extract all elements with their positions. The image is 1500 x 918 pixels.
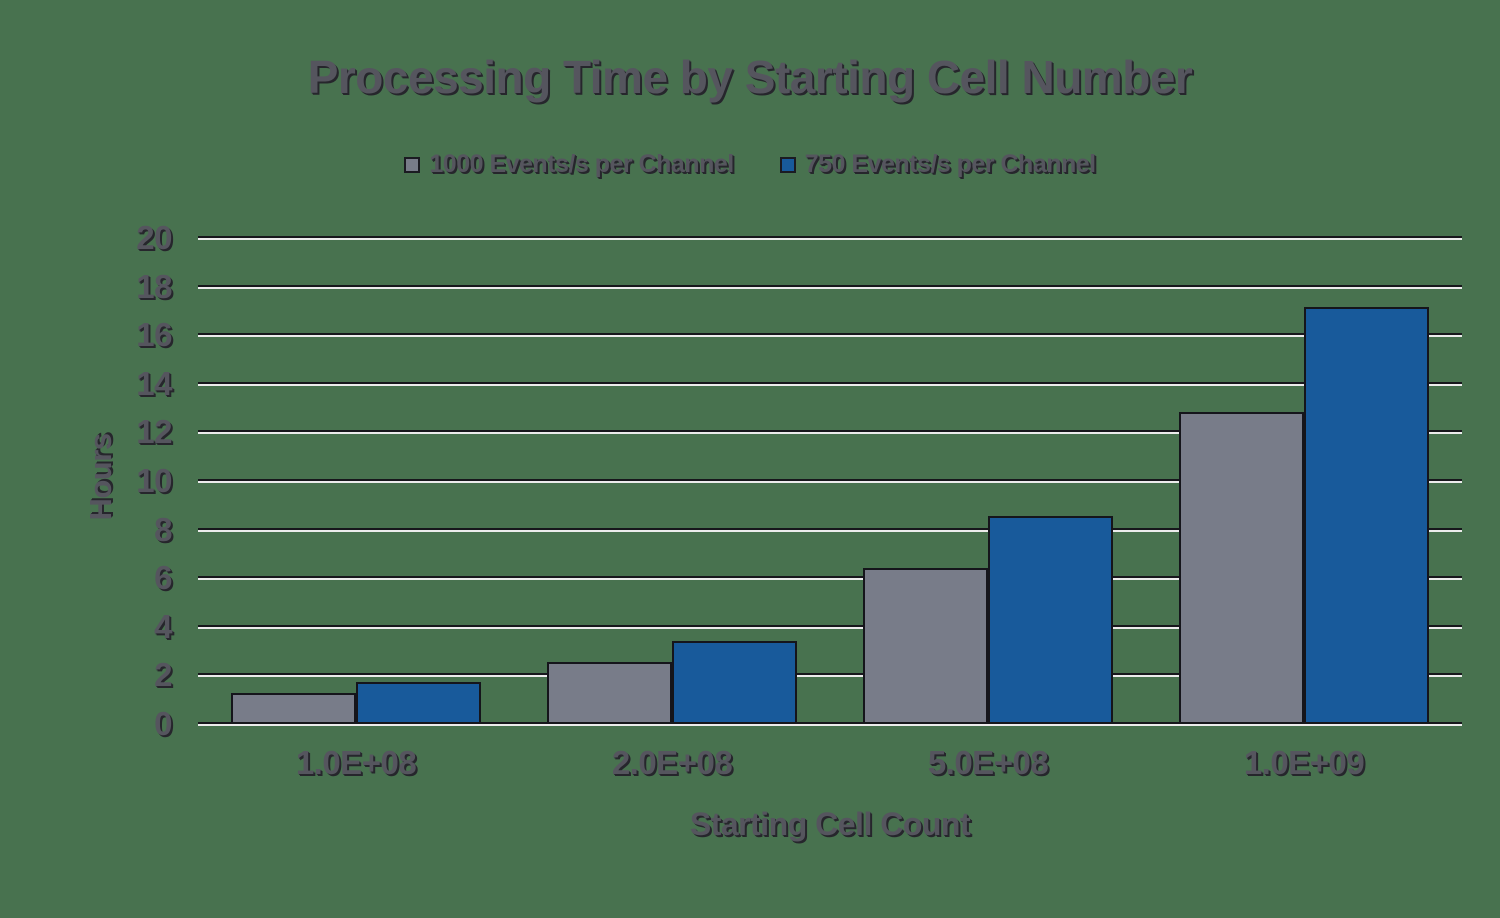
y-tick-label: 0 [154,705,172,742]
plot-area [198,236,1462,726]
chart-title: Processing Time by Starting Cell Number [307,51,1193,103]
x-axis-line [198,722,1462,726]
gridline [198,381,1462,386]
chart-bar [1179,411,1304,724]
chart-bar [356,682,481,724]
gridline [198,333,1462,338]
gridline [198,236,1462,240]
gridline [198,673,1462,678]
chart-bar [547,661,672,724]
gridline [198,624,1462,629]
y-tick-label: 16 [136,316,172,354]
gridline [198,284,1462,289]
chart-bar [1304,307,1429,724]
y-tick-label: 2 [154,656,172,694]
y-tick-label: 8 [154,510,172,548]
gridline [198,430,1462,435]
gridline [198,479,1462,483]
legend-label: 1000 Events/s per Channel [429,150,734,178]
chart-bar [988,515,1113,724]
chart-legend: 1000 Events/s per Channel 750 Events/s pe… [0,150,1500,179]
gridline [198,576,1462,581]
legend-label: 750 Events/s per Channel [804,150,1096,178]
chart-bar [672,640,797,724]
x-axis-title: Starting Cell Count [689,806,971,842]
y-tick-label: 10 [136,462,172,499]
x-tick-label: 2.0E+08 [611,744,733,781]
y-tick-label: 14 [136,364,172,402]
legend-swatch [779,156,796,173]
gridline [198,527,1462,532]
y-tick-label: 6 [154,559,172,597]
chart-bar [863,567,988,724]
legend-item: 1000 Events/s per Channel [404,150,734,179]
x-tick-label: 1.0E+09 [1243,744,1365,781]
chart-bar [231,692,356,724]
x-tick-label: 1.0E+08 [295,744,417,781]
y-tick-label: 12 [136,413,172,451]
y-tick-label: 4 [154,607,172,645]
y-tick-label: 18 [136,267,172,305]
legend-item: 750 Events/s per Channel [779,150,1096,179]
legend-swatch [404,156,421,173]
x-tick-label: 5.0E+08 [927,744,1049,781]
y-tick-label: 20 [136,219,172,256]
